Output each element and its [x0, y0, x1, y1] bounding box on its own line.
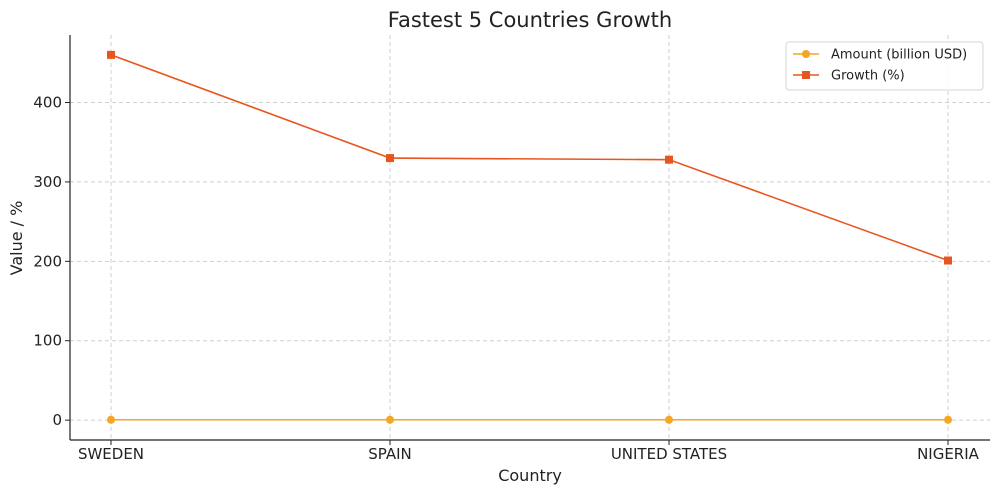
data-point	[665, 155, 673, 164]
y-tick-label: 100	[33, 332, 62, 350]
legend-item: Growth (%)	[793, 69, 905, 84]
x-tick-label: SWEDEN	[78, 445, 144, 463]
y-tick-label: 0	[52, 411, 62, 429]
y-ticks: 0 100 200 300 400	[33, 94, 70, 429]
x-tick-label: NIGERIA	[917, 445, 980, 463]
axes	[69, 35, 990, 441]
series-1	[107, 415, 952, 424]
legend-item: Amount (billion USD)	[793, 48, 967, 63]
data-point	[107, 415, 115, 424]
data-point	[386, 154, 394, 163]
legend-marker	[802, 71, 810, 79]
data-point	[944, 415, 952, 424]
x-axis-label: Country	[498, 466, 562, 485]
y-tick-label: 400	[33, 94, 62, 112]
series-2	[107, 50, 952, 265]
series	[107, 50, 952, 424]
y-tick-label: 300	[33, 173, 62, 191]
data-point	[386, 415, 394, 424]
grid	[70, 35, 990, 440]
x-tick-label: SPAIN	[368, 445, 412, 463]
legend: Amount (billion USD) Growth (%)	[785, 41, 984, 91]
data-point	[107, 50, 115, 59]
data-point	[665, 415, 673, 424]
legend-label: Amount (billion USD)	[831, 48, 967, 63]
legend-box	[785, 41, 984, 91]
series-line	[110, 54, 949, 262]
y-axis-label: Value / %	[7, 201, 26, 276]
y-tick-label: 200	[33, 252, 62, 270]
x-ticks: SWEDEN SPAIN UNITED STATES NIGERIA	[78, 440, 980, 463]
legend-marker	[802, 50, 810, 58]
chart-title: Fastest 5 Countries Growth	[388, 8, 672, 32]
x-tick-label: UNITED STATES	[611, 445, 727, 463]
data-point	[944, 256, 952, 265]
legend-label: Growth (%)	[831, 69, 905, 84]
